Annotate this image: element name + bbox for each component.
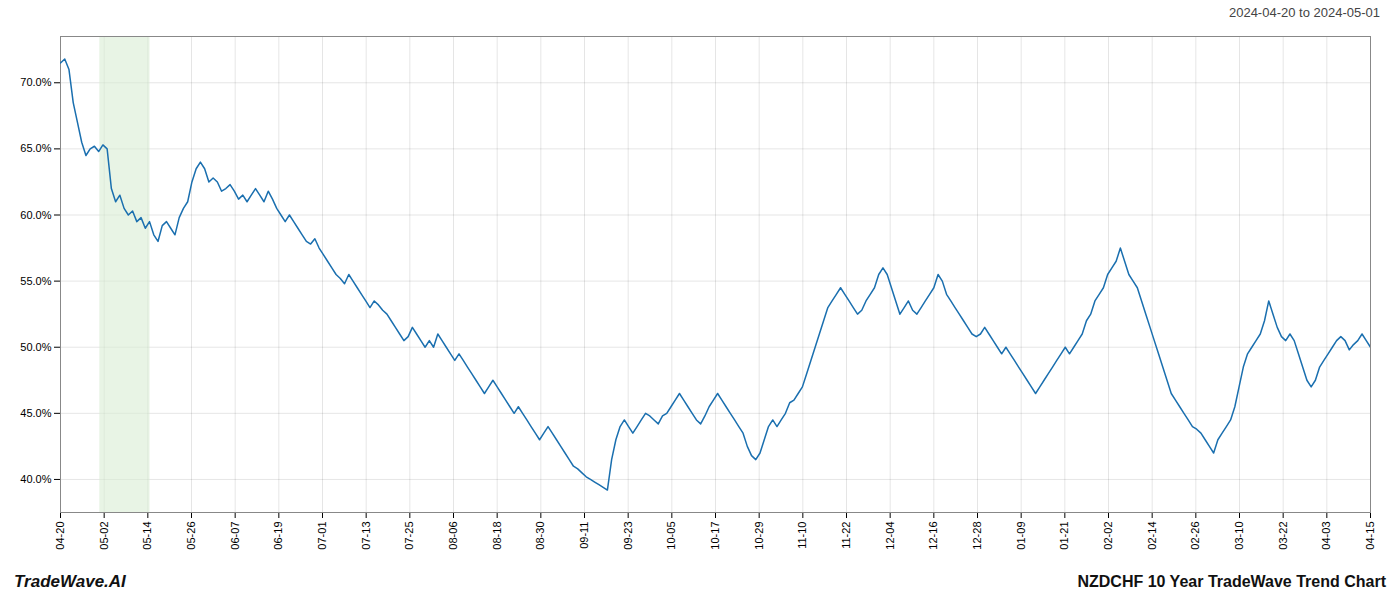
svg-text:06-19: 06-19 (272, 522, 284, 550)
svg-text:03-10: 03-10 (1233, 522, 1245, 550)
svg-text:09-23: 09-23 (622, 522, 634, 550)
svg-text:07-01: 07-01 (316, 522, 328, 550)
svg-text:04-15: 04-15 (1364, 522, 1376, 550)
svg-text:06-07: 06-07 (229, 522, 241, 550)
svg-text:12-16: 12-16 (927, 522, 939, 550)
svg-text:05-26: 05-26 (185, 522, 197, 550)
svg-text:70.0%: 70.0% (20, 76, 51, 88)
svg-text:65.0%: 65.0% (20, 142, 51, 154)
svg-text:10-05: 10-05 (665, 522, 677, 550)
svg-text:55.0%: 55.0% (20, 275, 51, 287)
svg-text:05-02: 05-02 (98, 522, 110, 550)
svg-text:50.0%: 50.0% (20, 341, 51, 353)
svg-text:40.0%: 40.0% (20, 473, 51, 485)
svg-text:11-10: 11-10 (796, 522, 808, 549)
svg-text:08-30: 08-30 (534, 522, 546, 550)
svg-text:07-13: 07-13 (360, 522, 372, 550)
svg-text:60.0%: 60.0% (20, 209, 51, 221)
svg-text:08-06: 08-06 (447, 522, 459, 550)
svg-text:03-22: 03-22 (1277, 522, 1289, 550)
svg-text:07-25: 07-25 (403, 522, 415, 550)
html-text:NZDCHF 10 Year TradeWave Trend: NZDCHF 10 Year TradeWave Trend Chart (1077, 573, 1386, 590)
svg-text:12-28: 12-28 (971, 522, 983, 550)
svg-text:10-17: 10-17 (709, 522, 721, 550)
svg-text:08-18: 08-18 (491, 522, 503, 550)
svg-text:02-02: 02-02 (1102, 522, 1114, 550)
svg-text:02-26: 02-26 (1189, 522, 1201, 550)
svg-text:12-04: 12-04 (884, 522, 896, 550)
svg-text:05-14: 05-14 (141, 522, 153, 550)
svg-text:04-20: 04-20 (54, 522, 66, 550)
svg-text:01-09: 01-09 (1015, 522, 1027, 550)
svg-text:02-14: 02-14 (1146, 522, 1158, 550)
svg-text:01-21: 01-21 (1058, 522, 1070, 550)
svg-text:45.0%: 45.0% (20, 407, 51, 419)
svg-text:11-22: 11-22 (840, 522, 852, 549)
html-text:2024-04-20 to 2024-05-01: 2024-04-20 to 2024-05-01 (1228, 4, 1380, 20)
svg-text:10-29: 10-29 (753, 522, 765, 550)
svg-text:04-03: 04-03 (1320, 522, 1332, 550)
svg-text:09-11: 09-11 (578, 522, 590, 549)
html-text:TradeWave.AI: TradeWave.AI (14, 572, 126, 591)
